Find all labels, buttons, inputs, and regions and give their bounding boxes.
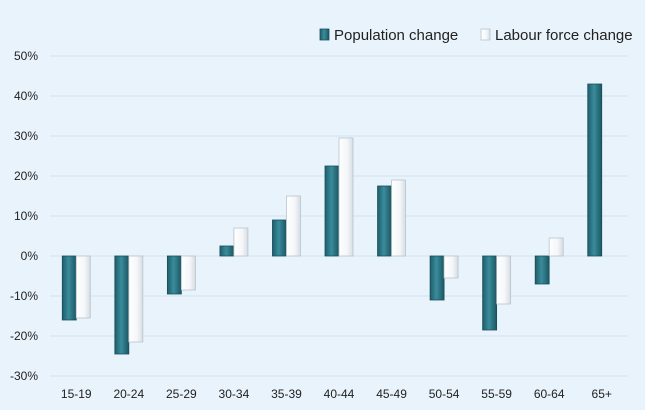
legend-label: Population change <box>334 27 458 44</box>
x-axis: 15-19 20-24 25-29 30-34 35-39 40-44 45-49 50-54… <box>61 387 612 401</box>
x-tick-label: 25-29 <box>166 387 197 401</box>
bar-labour-force-change <box>286 195 301 257</box>
bar-labour-force-change <box>443 255 459 279</box>
legend-label: Labour force change <box>495 27 633 44</box>
legend: Population change Labour force change <box>319 27 633 44</box>
y-tick-label: -20% <box>10 329 38 343</box>
y-tick-label: 10% <box>14 209 38 223</box>
y-tick-label: -10% <box>10 289 38 303</box>
bar-population-change <box>114 255 130 355</box>
bar-labour-force-change <box>180 255 196 291</box>
x-tick-label: 60-64 <box>534 387 565 401</box>
y-tick-label: 0% <box>21 249 39 263</box>
bar-population-change <box>534 255 550 285</box>
x-tick-label: 50-54 <box>429 387 460 401</box>
x-tick-label: 65+ <box>592 387 612 401</box>
legend-swatch-population <box>319 28 330 41</box>
bar-labour-force-change <box>75 255 91 319</box>
x-tick-label: 30-34 <box>219 387 250 401</box>
y-axis: -30% -20% -10% 0% 10% 20% 30% 40% 50% <box>10 49 38 383</box>
y-tick-label: 40% <box>14 89 38 103</box>
bar-population-change <box>377 185 392 257</box>
bar-labour-force-change <box>496 255 512 305</box>
bar-labour-force-change <box>128 255 144 343</box>
y-tick-label: -30% <box>10 369 38 383</box>
bar-labour-force-change <box>338 137 354 257</box>
bar-population-change <box>482 255 498 331</box>
bar-population-change <box>272 219 287 257</box>
bar-population-change <box>61 255 77 321</box>
bar-population-change <box>324 165 340 257</box>
bar-population-change <box>429 255 445 301</box>
legend-swatch-labour-force <box>480 28 491 41</box>
bar-population-change <box>587 83 603 257</box>
x-tick-label: 40-44 <box>324 387 355 401</box>
y-tick-label: 20% <box>14 169 38 183</box>
bar-labour-force-change <box>548 237 564 257</box>
bars <box>61 83 603 355</box>
y-tick-label: 50% <box>14 49 38 63</box>
bar-labour-force-change <box>233 227 249 257</box>
y-tick-label: 30% <box>14 129 38 143</box>
x-tick-label: 15-19 <box>61 387 92 401</box>
x-tick-label: 20-24 <box>113 387 144 401</box>
bar-population-change <box>166 255 182 295</box>
bar-labour-force-change <box>391 179 406 257</box>
x-tick-label: 35-39 <box>271 387 302 401</box>
bar-population-change <box>219 245 235 257</box>
x-tick-label: 55-59 <box>481 387 512 401</box>
x-tick-label: 45-49 <box>376 387 407 401</box>
